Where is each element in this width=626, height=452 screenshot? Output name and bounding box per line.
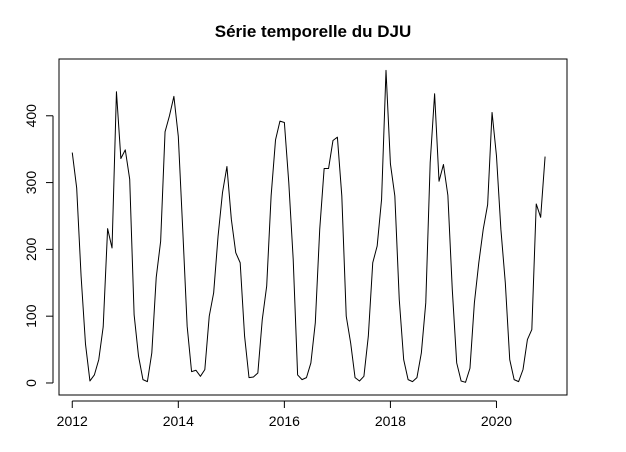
chart-title: Série temporelle du DJU [215,22,412,41]
dju-series-line [71,69,546,383]
x-tick-label: 2012 [57,413,88,429]
series-layer [71,69,546,383]
x-axis: 2012 2014 2016 2018 2020 [57,400,512,429]
x-tick-label: 2016 [269,413,300,429]
y-axis: 0 100 200 300 400 [23,104,54,387]
y-tick-label: 400 [23,104,39,128]
plot-area-border [58,58,568,396]
x-tick-label: 2014 [163,413,194,429]
y-tick-label: 0 [23,379,39,387]
x-tick-label: 2018 [375,413,406,429]
y-tick-label: 100 [23,304,39,328]
x-tick-label: 2020 [481,413,512,429]
y-tick-label: 200 [23,237,39,261]
y-tick-label: 300 [23,171,39,195]
